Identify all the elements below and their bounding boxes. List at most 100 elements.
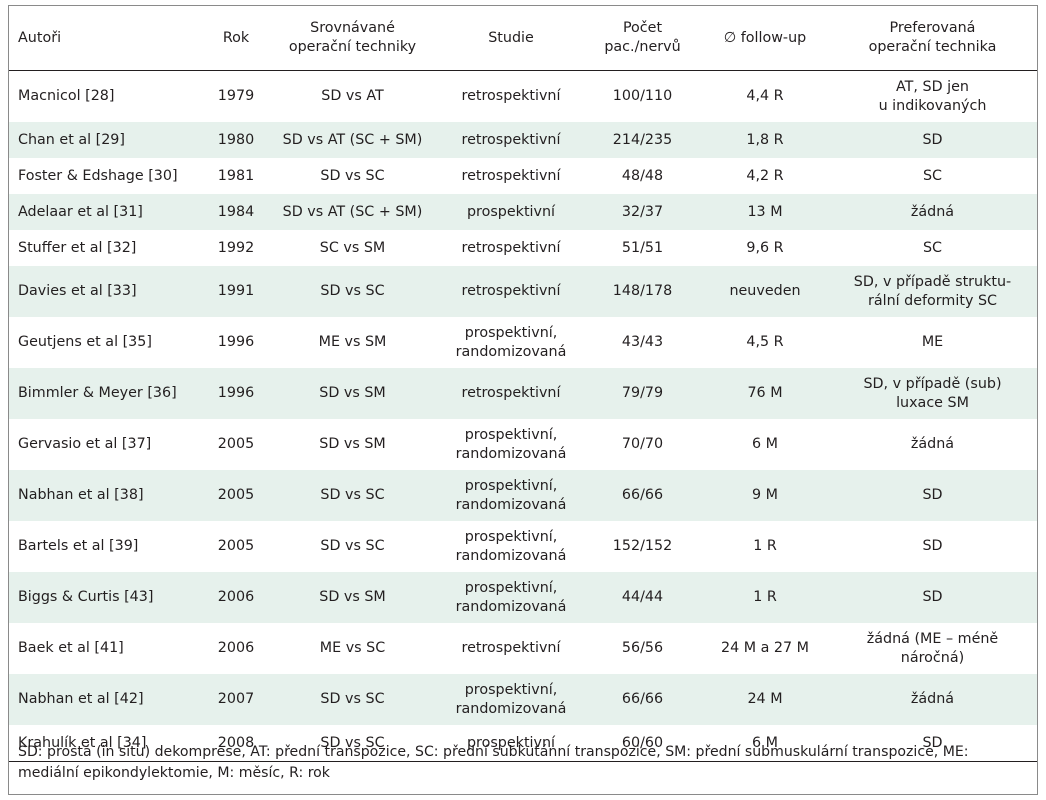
table-header-row: Autoři Rok Srovnávané operační techniky …: [9, 6, 1037, 71]
cell-authors: Bartels et al [39]: [18, 538, 139, 554]
header-preferred: Preferovaná operační technika: [828, 6, 1037, 71]
cell-study: retrospektivní: [461, 640, 561, 656]
cell-year: 2006: [206, 572, 266, 623]
table-footnote: SD: prostá (in situ) dekomprese, AT: pře…: [18, 744, 969, 781]
cell-count: 66/66: [583, 674, 702, 725]
cell-follow-up: 4,4 R: [746, 88, 784, 104]
cell-techniques: SD vs SC: [266, 725, 439, 762]
cell-preferred: SD: [828, 572, 1037, 623]
cell-follow-up: 24 M a 27 M: [721, 640, 809, 656]
cell-authors: Macnicol [28]: [18, 88, 115, 104]
table-row: Bartels et al [39] 2005 SD vs SC prospektiv…: [9, 521, 1037, 572]
cell-techniques: SD vs AT (SC + SM): [266, 122, 439, 158]
cell-study: retrospektivní: [461, 167, 561, 184]
table-row: Nabhan et al [42] 2007 SD vs SC prospektivn…: [9, 674, 1037, 725]
table-row: Baek et al [41] 2006 ME vs SC retrospektivn…: [9, 623, 1037, 674]
header-study: Studie: [439, 6, 583, 71]
cell-count: 152/152: [612, 538, 673, 554]
cell-authors: Nabhan et al [38]: [9, 470, 206, 521]
cell-authors: Krahulík et al [34]: [9, 725, 206, 762]
cell-preferred: SD: [828, 122, 1037, 158]
cell-techniques: SD vs AT (SC + SM): [266, 194, 439, 230]
cell-follow-up: 24 M: [702, 674, 828, 725]
cell-techniques: SC vs SM: [319, 239, 386, 256]
cell-authors: Chan et al [29]: [9, 122, 206, 158]
cell-study: retrospektivní: [439, 368, 583, 419]
cell-count: 214/235: [583, 122, 702, 158]
cell-authors: Stuffer et al [32]: [18, 239, 137, 256]
cell-preferred: SD: [828, 725, 1037, 762]
cell-authors: Geutjens et al [35]: [18, 334, 152, 350]
cell-follow-up: 6 M: [752, 436, 778, 452]
table-row: Foster & Edshage [30] 1981 SD vs SC retrosp…: [9, 158, 1037, 194]
cell-techniques: SD vs AT: [321, 88, 384, 104]
cell-count: 51/51: [621, 239, 664, 256]
cell-year: 2005: [217, 538, 255, 554]
table-row: Krahulík et al [34] 2008 SD vs SC prospekti…: [9, 725, 1037, 762]
cell-study: prospektivní, randomizovaná: [439, 470, 583, 521]
cell-techniques: SD vs SM: [266, 572, 439, 623]
cell-count: 79/79: [583, 368, 702, 419]
cell-year: 1992: [217, 239, 255, 256]
cell-study: retrospektivní: [461, 239, 561, 256]
cell-study: prospektivní, randomizovaná: [455, 528, 567, 564]
cell-year: 2007: [206, 674, 266, 725]
header-follow-up: ∅ follow-up: [702, 6, 828, 71]
table-row: Nabhan et al [38] 2005 SD vs SC prospektivn…: [9, 470, 1037, 521]
cell-preferred: žádná: [910, 436, 955, 452]
cell-study: prospektivní: [439, 725, 583, 762]
cell-techniques: SD vs SM: [319, 436, 386, 452]
cell-techniques: SD vs SC: [320, 167, 385, 184]
cell-authors: Foster & Edshage [30]: [18, 167, 178, 184]
table-row: Gervasio et al [37] 2005 SD vs SM prospekti…: [9, 419, 1037, 470]
cell-follow-up: 1 R: [753, 538, 777, 554]
cell-study: prospektivní: [439, 194, 583, 230]
cell-preferred: SD, v případě (sub) luxace SM: [828, 368, 1037, 419]
comparison-table: Autoři Rok Srovnávané operační techniky …: [9, 6, 1037, 762]
cell-count: 148/178: [583, 266, 702, 317]
cell-preferred: ME: [921, 334, 944, 350]
cell-study: prospektivní, randomizovaná: [439, 572, 583, 623]
cell-study: retrospektivní: [439, 266, 583, 317]
cell-study: retrospektivní: [439, 122, 583, 158]
header-count: Počet pac./nervů: [583, 6, 702, 71]
cell-study: retrospektivní: [461, 88, 561, 104]
cell-year: 2008: [206, 725, 266, 762]
cell-year: 1996: [206, 368, 266, 419]
cell-year: 1984: [206, 194, 266, 230]
header-authors: Autoři: [9, 6, 206, 71]
cell-authors: Baek et al [41]: [18, 640, 124, 656]
table-row: Biggs & Curtis [43] 2006 SD vs SM prospekti…: [9, 572, 1037, 623]
cell-follow-up: 9 M: [702, 470, 828, 521]
cell-preferred: SD: [828, 470, 1037, 521]
table-row: Adelaar et al [31] 1984 SD vs AT (SC + SM)…: [9, 194, 1037, 230]
cell-count: 60/60: [583, 725, 702, 762]
cell-study: prospektivní, randomizovaná: [455, 426, 567, 462]
cell-count: 56/56: [621, 640, 664, 656]
cell-preferred: žádná: [828, 674, 1037, 725]
cell-study: prospektivní, randomizovaná: [439, 674, 583, 725]
cell-year: 1991: [206, 266, 266, 317]
cell-count: 44/44: [583, 572, 702, 623]
cell-count: 100/110: [612, 88, 673, 104]
header-year: Rok: [206, 6, 266, 71]
table-frame: [8, 5, 1038, 795]
cell-year: 2005: [206, 470, 266, 521]
table-row: Davies et al [33] 1991 SD vs SC retrospekti…: [9, 266, 1037, 317]
header-techniques: Srovnávané operační techniky: [266, 6, 439, 71]
cell-authors: Biggs & Curtis [43]: [9, 572, 206, 623]
cell-study: prospektivní, randomizovaná: [455, 324, 567, 360]
table-row: Geutjens et al [35] 1996 ME vs SM prospekti…: [9, 317, 1037, 368]
cell-count: 70/70: [621, 436, 664, 452]
cell-authors: Adelaar et al [31]: [9, 194, 206, 230]
cell-count: 66/66: [583, 470, 702, 521]
cell-follow-up: 13 M: [702, 194, 828, 230]
cell-authors: Davies et al [33]: [9, 266, 206, 317]
cell-year: 1979: [217, 88, 255, 104]
cell-follow-up: 6 M: [702, 725, 828, 762]
cell-preferred: SD: [922, 538, 943, 554]
cell-techniques: SD vs SC: [320, 538, 385, 554]
table-row: Bimmler & Meyer [36] 1996 SD vs SM retrospe…: [9, 368, 1037, 419]
cell-follow-up: 9,6 R: [746, 239, 784, 256]
cell-year: 1981: [217, 167, 255, 184]
